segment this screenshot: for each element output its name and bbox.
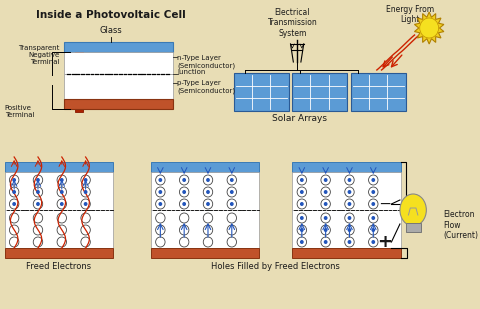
- Circle shape: [206, 202, 210, 206]
- FancyBboxPatch shape: [151, 210, 259, 248]
- Text: Solar Arrays: Solar Arrays: [273, 114, 327, 123]
- FancyBboxPatch shape: [5, 172, 113, 210]
- Circle shape: [372, 202, 375, 206]
- FancyBboxPatch shape: [64, 74, 173, 99]
- Circle shape: [324, 228, 327, 232]
- Polygon shape: [414, 12, 444, 44]
- FancyBboxPatch shape: [292, 210, 401, 248]
- Circle shape: [230, 190, 234, 194]
- Circle shape: [300, 190, 304, 194]
- Circle shape: [300, 216, 304, 220]
- Circle shape: [158, 190, 162, 194]
- FancyBboxPatch shape: [64, 42, 173, 52]
- FancyBboxPatch shape: [292, 73, 347, 111]
- Circle shape: [36, 202, 40, 206]
- FancyBboxPatch shape: [5, 248, 113, 258]
- Text: n-Type Layer
(Semiconductor): n-Type Layer (Semiconductor): [177, 55, 236, 69]
- Text: p-Type Layer
(Semiconductor): p-Type Layer (Semiconductor): [177, 80, 236, 94]
- FancyBboxPatch shape: [5, 162, 113, 172]
- FancyBboxPatch shape: [151, 172, 259, 210]
- Circle shape: [300, 202, 304, 206]
- FancyBboxPatch shape: [151, 162, 259, 172]
- Circle shape: [348, 178, 351, 182]
- Circle shape: [182, 178, 186, 182]
- FancyBboxPatch shape: [75, 52, 83, 112]
- Circle shape: [348, 216, 351, 220]
- Circle shape: [158, 202, 162, 206]
- Circle shape: [158, 178, 162, 182]
- Circle shape: [60, 178, 64, 182]
- Circle shape: [372, 178, 375, 182]
- Ellipse shape: [400, 194, 426, 226]
- Circle shape: [206, 178, 210, 182]
- Circle shape: [348, 190, 351, 194]
- FancyBboxPatch shape: [64, 99, 173, 109]
- FancyBboxPatch shape: [5, 210, 113, 248]
- Circle shape: [12, 178, 16, 182]
- Circle shape: [84, 190, 87, 194]
- FancyBboxPatch shape: [151, 248, 259, 258]
- Circle shape: [12, 190, 16, 194]
- Circle shape: [84, 202, 87, 206]
- Text: Transparent
Negative
Terminal: Transparent Negative Terminal: [18, 45, 60, 65]
- Text: +: +: [377, 233, 392, 251]
- Text: Energy From
Light: Energy From Light: [386, 5, 434, 24]
- Circle shape: [84, 178, 87, 182]
- Text: Positive
Terminal: Positive Terminal: [5, 105, 34, 118]
- Circle shape: [372, 228, 375, 232]
- Circle shape: [206, 190, 210, 194]
- Text: Glass: Glass: [100, 26, 123, 35]
- FancyBboxPatch shape: [64, 52, 173, 74]
- Text: ─: ─: [380, 197, 389, 211]
- Circle shape: [372, 190, 375, 194]
- Circle shape: [324, 202, 327, 206]
- Circle shape: [230, 178, 234, 182]
- Circle shape: [372, 216, 375, 220]
- Circle shape: [60, 202, 64, 206]
- Text: Electrical
Transmission
System: Electrical Transmission System: [267, 8, 317, 38]
- Circle shape: [36, 178, 40, 182]
- Circle shape: [182, 202, 186, 206]
- Circle shape: [230, 202, 234, 206]
- Text: Junction: Junction: [177, 69, 206, 75]
- Circle shape: [300, 240, 304, 244]
- FancyBboxPatch shape: [406, 223, 420, 232]
- FancyBboxPatch shape: [292, 162, 401, 172]
- Circle shape: [324, 216, 327, 220]
- Circle shape: [324, 178, 327, 182]
- Text: Holes Filled by Freed Electrons: Holes Filled by Freed Electrons: [212, 262, 340, 271]
- Circle shape: [182, 190, 186, 194]
- Text: Inside a Photovoltaic Cell: Inside a Photovoltaic Cell: [36, 10, 186, 20]
- FancyBboxPatch shape: [292, 248, 401, 258]
- FancyBboxPatch shape: [351, 73, 406, 111]
- Circle shape: [300, 228, 304, 232]
- Circle shape: [12, 202, 16, 206]
- Text: Electron
Flow
(Current): Electron Flow (Current): [444, 210, 478, 240]
- Circle shape: [348, 228, 351, 232]
- Circle shape: [348, 202, 351, 206]
- Text: Freed Electrons: Freed Electrons: [26, 262, 92, 271]
- Circle shape: [324, 190, 327, 194]
- Circle shape: [324, 240, 327, 244]
- Circle shape: [348, 240, 351, 244]
- Circle shape: [36, 190, 40, 194]
- FancyBboxPatch shape: [292, 172, 401, 210]
- FancyBboxPatch shape: [234, 73, 288, 111]
- Circle shape: [420, 18, 439, 38]
- Circle shape: [372, 240, 375, 244]
- Circle shape: [60, 190, 64, 194]
- Circle shape: [300, 178, 304, 182]
